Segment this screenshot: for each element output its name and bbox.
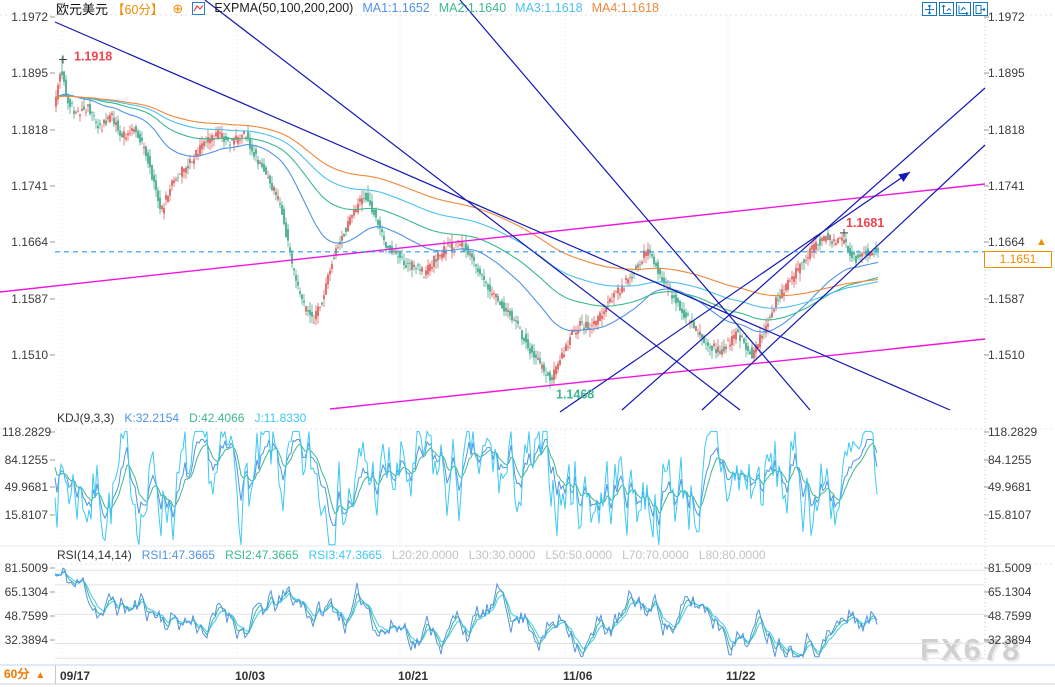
- rsi-axis-left-tick: 48.7599: [4, 609, 48, 623]
- symbol-title: 欧元美元: [56, 1, 109, 17]
- date-axis-tick: 10/21: [398, 669, 429, 683]
- chart-type-icon[interactable]: [192, 1, 206, 15]
- rsi-header: RSI(14,14,14) RSI1:47.3665 RSI2:47.3665 …: [57, 548, 766, 562]
- rsi-axis-left-tick: 65.1304: [4, 585, 48, 599]
- price-axis-right-tick: 1.1510: [988, 348, 1025, 362]
- interval-up-triangle-icon: ▲: [35, 670, 46, 681]
- price-axis-right-tick: 1.1972: [988, 10, 1025, 24]
- watermark: FX678: [920, 632, 1022, 667]
- kdj-title: KDJ(9,3,3): [57, 411, 115, 425]
- chart-toolbar: [922, 2, 988, 16]
- rsi-axis-right-tick: 48.7599: [988, 609, 1032, 623]
- kdj-header: KDJ(9,3,3) K:32.2154 D:42.4066 J:11.8330: [57, 411, 306, 425]
- rsi-level-label: L70:70.0000: [622, 548, 689, 562]
- kdj-axis-right-tick: 84.1255: [988, 453, 1032, 467]
- price-axis-right-tick: 1.1818: [988, 123, 1025, 137]
- price-axis-right-tick: 1.1895: [988, 66, 1025, 80]
- price-axis-left-tick: 1.1895: [11, 66, 48, 80]
- interval-tab-label: 60分: [4, 667, 30, 681]
- kdj-k-value: K:32.2154: [124, 411, 180, 425]
- rsi2-value: RSI2:47.3665: [225, 548, 299, 562]
- rsi-level-label: L80:80.0000: [698, 548, 766, 562]
- price-axis-left-tick: 1.1587: [11, 292, 48, 306]
- price-axis-right-tick: 1.1741: [988, 179, 1025, 193]
- ma3-value: MA3:1.1618: [515, 1, 583, 15]
- kdj-d-value: D:42.4066: [189, 411, 245, 425]
- rsi-level-label: L50:50.0000: [545, 548, 613, 562]
- kdj-axis-left-tick: 15.8107: [4, 508, 48, 522]
- rsi-title: RSI(14,14,14): [57, 548, 132, 562]
- price-axis-left-tick: 1.1818: [11, 123, 48, 137]
- price-annotation: 1.1468: [556, 388, 594, 402]
- price-axis-left-tick: 1.1510: [11, 348, 48, 362]
- kdj-axis-right-tick: 15.8107: [988, 508, 1032, 522]
- price-annotation: 1.1918: [74, 50, 112, 64]
- ma1-value: MA1:1.1652: [362, 1, 430, 15]
- add-indicator-icon[interactable]: ⊕: [172, 0, 184, 16]
- rsi3-value: RSI3:47.3665: [308, 548, 382, 562]
- rsi-axis-left-tick: 32.3894: [4, 633, 48, 647]
- date-axis-tick: 09/17: [60, 669, 91, 683]
- exit-expand-icon[interactable]: [973, 2, 988, 16]
- price-axis-left-tick: 1.1664: [11, 235, 48, 249]
- kdj-axis-left-tick: 84.1255: [4, 453, 48, 467]
- rsi-axis-left-tick: 81.5009: [4, 561, 48, 575]
- kdj-axis-left-tick: 49.9681: [4, 480, 48, 494]
- date-axis-tick: 10/03: [235, 669, 266, 683]
- pan-icon[interactable]: [922, 2, 937, 16]
- rsi1-value: RSI1:47.3665: [141, 548, 216, 562]
- rsi-level-label: L30:30.0000: [468, 548, 536, 562]
- chart-header: 欧元美元 【60分】 ⊕ EXPMA(50,100,200,200) MA1:1…: [56, 0, 659, 17]
- date-axis-tick: 11/06: [563, 669, 593, 683]
- price-annotation: 1.1681: [846, 216, 884, 230]
- axis-zoom-vertical-icon[interactable]: [939, 2, 954, 16]
- overlay-indicator-label: EXPMA(50,100,200,200): [214, 1, 354, 15]
- price-up-arrow-icon: ▲: [1036, 236, 1047, 248]
- interval-tab-60min[interactable]: 60分 ▲: [0, 665, 56, 684]
- rsi-axis-right-tick: 81.5009: [988, 561, 1032, 575]
- price-axis-right-tick: 1.1587: [988, 292, 1025, 306]
- price-axis-left-tick: 1.1972: [11, 10, 48, 24]
- ma4-value: MA4:1.1618: [591, 1, 659, 15]
- interval-label: 【60分】: [112, 2, 164, 17]
- rsi-axis-right-tick: 65.1304: [988, 585, 1032, 599]
- price-axis-left-tick: 1.1741: [11, 179, 48, 193]
- price-axis-right-tick: 1.1664: [988, 235, 1025, 249]
- kdj-j-value: J:11.8330: [254, 411, 307, 425]
- kdj-axis-right-tick: 118.2829: [988, 425, 1038, 439]
- kdj-axis-right-tick: 49.9681: [988, 480, 1032, 494]
- ma2-value: MA2:1.1640: [438, 1, 507, 15]
- axis-zoom-horizontal-icon[interactable]: [956, 2, 971, 16]
- kdj-axis-left-tick: 118.2829: [2, 425, 52, 439]
- rsi-level-label: L20:20.0000: [391, 548, 459, 562]
- date-axis-tick: 11/22: [726, 669, 756, 683]
- rsi-axis-right-tick: 32.3894: [988, 633, 1032, 647]
- current-price-tag: 1.1651: [984, 251, 1052, 268]
